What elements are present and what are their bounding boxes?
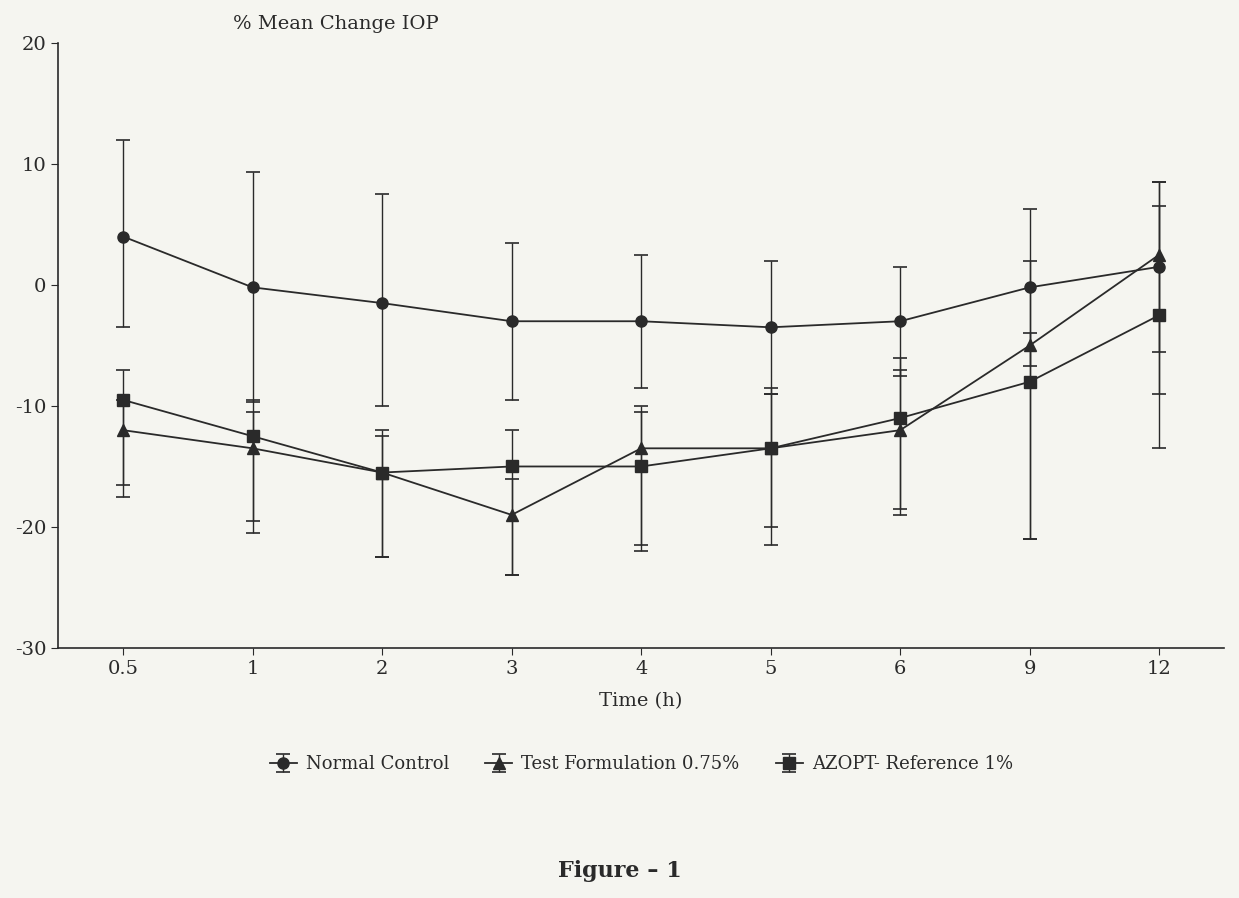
Text: % Mean Change IOP: % Mean Change IOP <box>233 15 439 33</box>
X-axis label: Time (h): Time (h) <box>600 691 683 709</box>
Legend: Normal Control, Test Formulation 0.75%, AZOPT- Reference 1%: Normal Control, Test Formulation 0.75%, … <box>263 748 1020 780</box>
Text: Figure – 1: Figure – 1 <box>558 860 681 882</box>
